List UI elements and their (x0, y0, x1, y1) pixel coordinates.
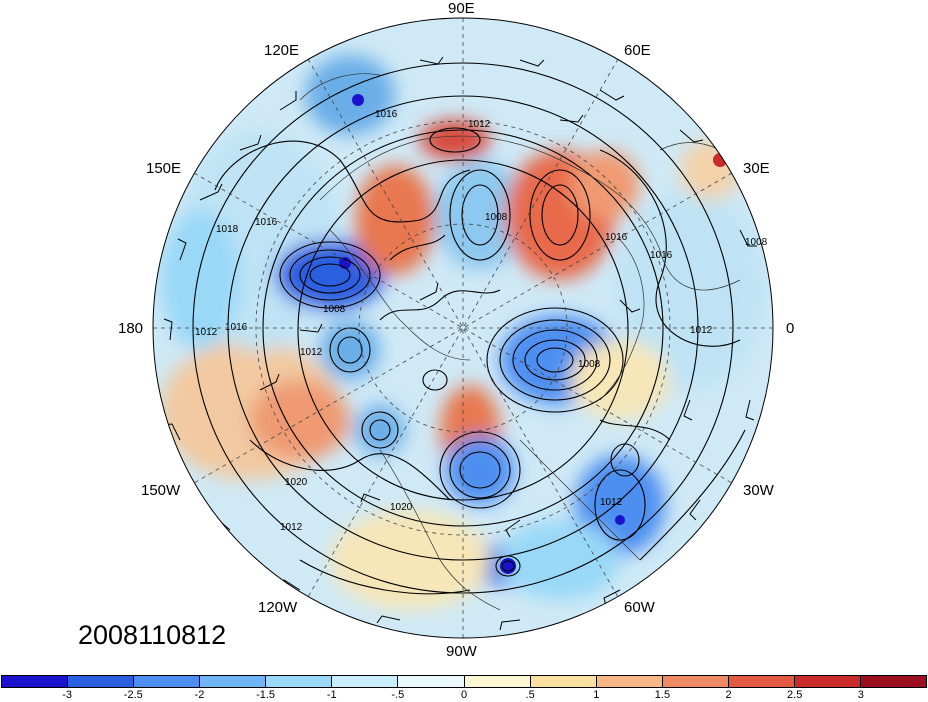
contour-label: 1016 (605, 232, 628, 243)
colorbar-tick-labels: -3 -2.5 -2 -1.5 -1 -.5 0 .5 1 1.5 2 2.5 3 (0, 689, 928, 702)
lon-label-120e: 120E (264, 42, 300, 59)
colorbar-swatch (596, 676, 663, 687)
contour-labels: 1012 1016 1018 1016 1020 1012 1008 1008 … (195, 109, 768, 533)
date-timestamp: 2008110812 (78, 620, 227, 650)
contour-label: 1016 (375, 109, 398, 120)
colorbar-tick-label: -2 (194, 689, 205, 701)
graticule (153, 18, 773, 638)
contour-label: 1020 (285, 477, 308, 488)
colorbar-swatch (662, 676, 729, 687)
contour-label: 1012 (690, 325, 713, 336)
lon-label-150w: 150W (141, 482, 181, 499)
colorbar-swatch (794, 676, 862, 687)
colorbar-tick-label: -1.5 (256, 689, 276, 701)
colorbar-swatch (861, 676, 927, 687)
lon-label-180: 180 (118, 320, 144, 337)
lon-label-30w: 30W (743, 482, 774, 499)
colorbar-swatch (266, 676, 333, 687)
contour-label: 1008 (323, 304, 346, 315)
contour-label: 1012 (468, 119, 491, 130)
contour-label: 1012 (195, 327, 218, 338)
map-boundary (152, 17, 774, 639)
lon-label-90e: 90E (448, 0, 475, 17)
coastlines (299, 73, 741, 611)
lon-label-120w: 120W (258, 599, 298, 616)
lon-label-60e: 60E (624, 42, 651, 59)
lon-label-90w: 90W (446, 643, 477, 660)
lon-label-0: 0 (786, 320, 795, 337)
colorbar (1, 675, 927, 688)
contour-label: 1012 (600, 497, 623, 508)
contour-label: 1016 (255, 217, 278, 228)
colorbar-tick-label: -2.5 (123, 689, 143, 701)
lon-label-60w: 60W (624, 599, 655, 616)
colorbar-swatch (464, 676, 531, 687)
colorbar-swatch (134, 676, 201, 687)
contour-label: 1020 (390, 502, 413, 513)
colorbar-tick-label: 0 (460, 689, 468, 701)
contour-label: 1012 (300, 347, 323, 358)
colorbar-tick-label: 1 (593, 689, 600, 701)
lon-label-30e: 30E (743, 160, 770, 177)
colorbar-tick-label: .5 (525, 689, 535, 701)
colorbar-tick-label: 1.5 (654, 689, 671, 701)
colorbar-tick-label: 2.5 (787, 689, 803, 701)
lon-label-150e: 150E (146, 160, 182, 177)
colorbar-tick-label: 3 (857, 689, 864, 701)
colorbar-tick-label: -3 (62, 689, 73, 701)
anomaly-field (153, 18, 773, 638)
contour-label: 1008 (578, 359, 601, 370)
colorbar-tick-label: -.5 (391, 689, 405, 701)
contour-label: 1008 (485, 212, 508, 223)
contour-label: 1012 (280, 522, 303, 533)
colorbar-swatch (332, 676, 399, 687)
contour-label: 1018 (216, 224, 239, 235)
contour-label: 1008 (745, 237, 768, 248)
colorbar-swatch (2, 676, 69, 687)
colorbar-tick-label: -1 (326, 689, 337, 701)
colorbar-swatch (200, 676, 267, 687)
contour-label: 1016 (650, 250, 673, 261)
colorbar-swatch (728, 676, 795, 687)
colorbar-swatch (398, 676, 465, 687)
colorbar-swatch (530, 676, 597, 687)
colorbar-tick-label: 2 (725, 689, 732, 701)
colorbar-swatch (68, 676, 135, 687)
contour-label: 1016 (225, 322, 248, 333)
